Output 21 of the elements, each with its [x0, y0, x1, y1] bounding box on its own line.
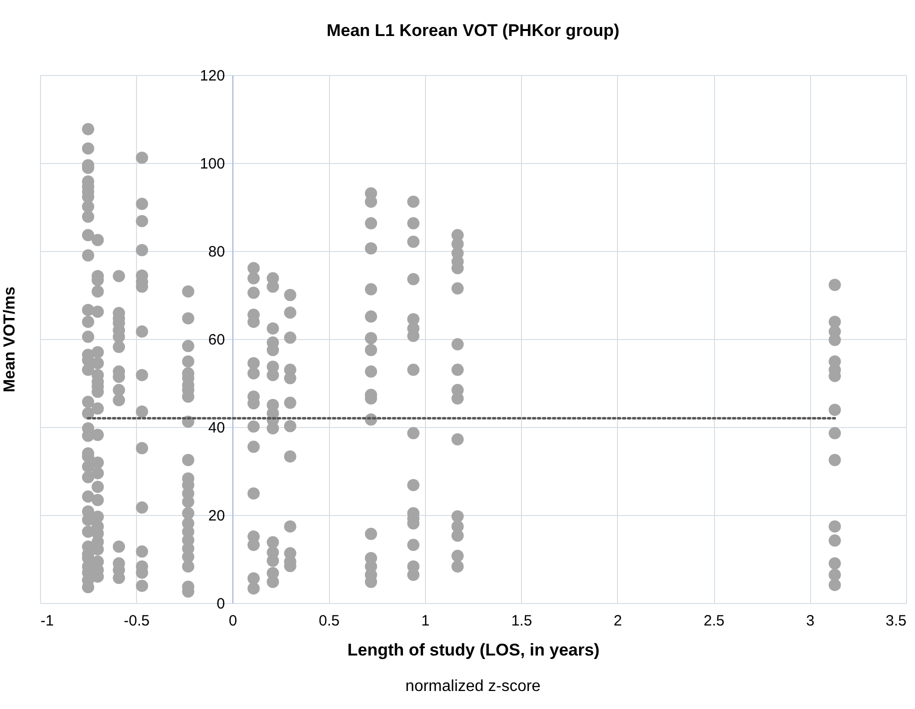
x-tick-label: 2.5	[704, 612, 724, 630]
y-tick-label: 100	[200, 156, 225, 172]
x-tick-label: -0.5	[124, 612, 150, 630]
y-tick-label: 20	[208, 508, 225, 524]
x-tick-label: 1	[421, 612, 430, 630]
y-tick-label: 40	[208, 420, 225, 436]
x-tick-label: 2	[614, 612, 622, 630]
x-tick-label: -1	[40, 612, 54, 630]
x-tick-label: 3	[806, 612, 814, 630]
x-tick-label: 3.5	[886, 612, 906, 630]
y-tick-label: 120	[200, 68, 225, 84]
text: normalized z-score	[405, 678, 541, 695]
y-axis-title: Mean VOT/ms	[2, 286, 18, 392]
chart-title: Mean L1 Korean VOT (PHKor group)	[326, 21, 620, 40]
x-tick-label: 0	[228, 612, 238, 630]
y-tick-label: 60	[208, 332, 225, 348]
y-tick-label: 0	[216, 596, 225, 612]
x-axis-title: Length of study (LOS, in years)	[347, 640, 600, 660]
x-tick-label: 1.5	[511, 612, 532, 630]
x-tick-label: 0.5	[318, 612, 340, 630]
y-tick-label: 80	[208, 244, 225, 260]
